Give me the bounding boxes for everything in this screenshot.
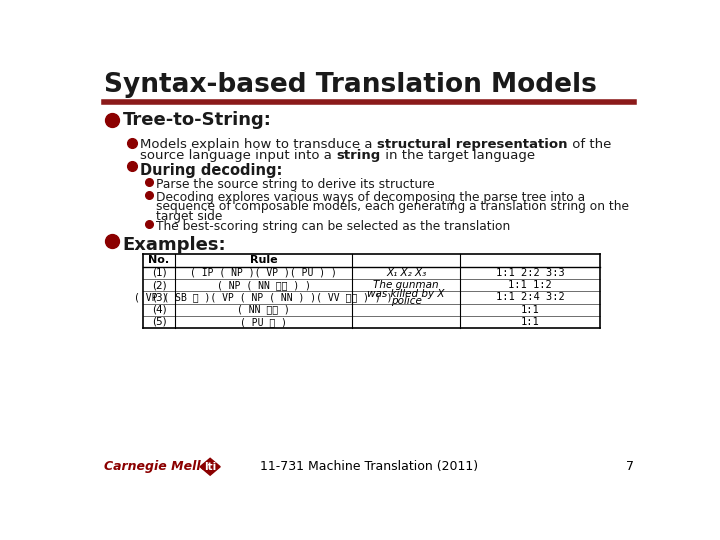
Text: of the: of the <box>567 138 611 151</box>
Text: Models explain how to transduce a: Models explain how to transduce a <box>140 138 377 151</box>
Text: No.: No. <box>148 255 169 265</box>
Text: (3): (3) <box>152 292 166 302</box>
Text: Tree-to-String:: Tree-to-String: <box>122 111 271 129</box>
Text: Syntax-based Translation Models: Syntax-based Translation Models <box>104 72 597 98</box>
Text: ( IP ( NP )( VP )( PU ) ): ( IP ( NP )( VP )( PU ) ) <box>190 268 337 278</box>
Text: ( NP ( NN 案子 ) ): ( NP ( NN 案子 ) ) <box>217 280 310 290</box>
Text: structural representation: structural representation <box>377 138 567 151</box>
Text: 1:1 1:2: 1:1 1:2 <box>508 280 552 290</box>
Text: 7: 7 <box>626 460 634 473</box>
Text: target side: target side <box>156 210 222 222</box>
Text: was killed by X: was killed by X <box>367 289 445 299</box>
Text: ( VP ( SB 被 )( VP ( NP ( NN ) )( VV 杀死 ) ) ): ( VP ( SB 被 )( VP ( NP ( NN ) )( VV 杀死 )… <box>135 292 393 302</box>
Text: The gunman: The gunman <box>374 280 439 290</box>
Text: 1:1: 1:1 <box>521 305 539 315</box>
Text: Parse the source string to derive its structure: Parse the source string to derive its st… <box>156 178 434 191</box>
Text: X₁ X₂ X₃: X₁ X₂ X₃ <box>386 268 426 278</box>
Text: ( PU 。 ): ( PU 。 ) <box>240 317 287 327</box>
Text: 1:1: 1:1 <box>521 317 539 327</box>
Text: Decoding explores various ways of decomposing the parse tree into a: Decoding explores various ways of decomp… <box>156 191 585 204</box>
Text: in the target language: in the target language <box>381 148 535 162</box>
Text: 1:1 2:4 3:2: 1:1 2:4 3:2 <box>496 292 564 302</box>
Text: Carnegie Mellon: Carnegie Mellon <box>104 460 218 473</box>
Text: source language input into a: source language input into a <box>140 148 336 162</box>
Text: During decoding:: During decoding: <box>140 163 283 178</box>
Text: 1:1 2:2 3:3: 1:1 2:2 3:3 <box>496 268 564 278</box>
Text: string: string <box>336 148 381 162</box>
Text: The best-scoring string can be selected as the translation: The best-scoring string can be selected … <box>156 220 510 233</box>
Text: police: police <box>391 296 422 306</box>
Text: Rule: Rule <box>250 255 277 265</box>
Text: (1): (1) <box>152 268 166 278</box>
Text: lti: lti <box>204 462 216 472</box>
Polygon shape <box>200 458 220 475</box>
Text: (5): (5) <box>152 317 166 327</box>
Text: 11-731 Machine Translation (2011): 11-731 Machine Translation (2011) <box>260 460 478 473</box>
Text: (4): (4) <box>152 305 166 315</box>
Text: Examples:: Examples: <box>122 236 226 254</box>
Text: sequence of composable models, each generating a translation string on the: sequence of composable models, each gene… <box>156 200 629 213</box>
Text: ( NN 警方 ): ( NN 警方 ) <box>237 305 290 315</box>
Text: (2): (2) <box>152 280 166 290</box>
